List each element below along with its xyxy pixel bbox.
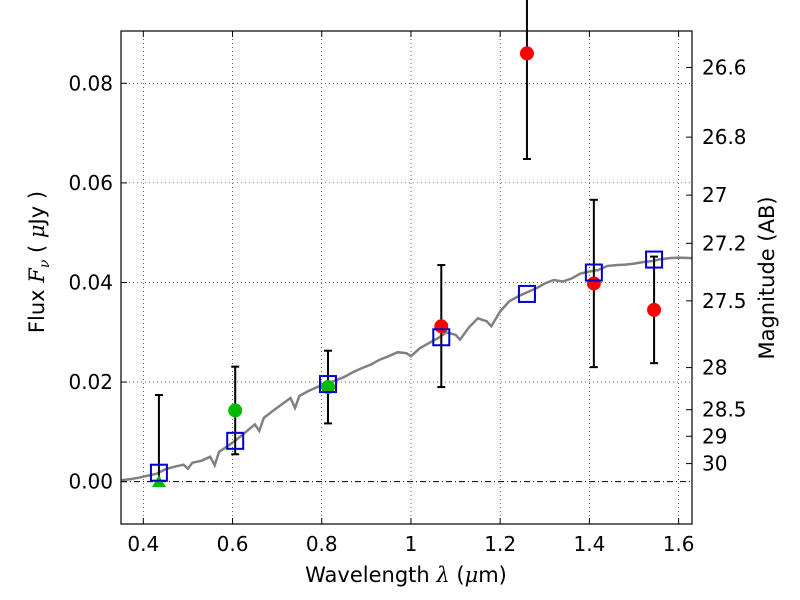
model-flux-square bbox=[432, 328, 451, 347]
magnitude-tick-label: 27 bbox=[702, 183, 727, 207]
plot-frame bbox=[120, 30, 693, 525]
model-flux-square bbox=[318, 375, 337, 394]
magnitude-axis-ticks: 26.6 26.8 27 27.2 27.5 28 28.529 30 bbox=[686, 55, 747, 476]
magnitude-tick-label: 26.6 bbox=[702, 55, 747, 79]
detection-point-green bbox=[320, 380, 335, 395]
y-axis-label-right: Magnitude (AB) bbox=[755, 196, 779, 359]
detection-point-red bbox=[647, 302, 662, 317]
x-tick-label: 1.6 bbox=[663, 532, 695, 556]
y-tick-label: 0.00 bbox=[68, 470, 113, 494]
y-tick-label: 0.04 bbox=[68, 270, 113, 294]
model-spectrum-line bbox=[120, 256, 693, 482]
x-axis-ticks: 0.4 0.6 0.8 1 1.2 1.4 1.6 bbox=[127, 31, 695, 556]
x-tick-label: 0.6 bbox=[217, 532, 249, 556]
y-tick-label: 0.02 bbox=[68, 370, 113, 394]
model-flux-square bbox=[584, 263, 603, 282]
magnitude-tick-label: 26.8 bbox=[702, 125, 747, 149]
detection-point-red bbox=[434, 319, 449, 334]
magnitude-tick-label: 27.2 bbox=[702, 231, 747, 255]
marker-layer bbox=[149, 46, 664, 488]
y-tick-label: 0.08 bbox=[68, 71, 113, 95]
x-tick-label: 1.2 bbox=[484, 532, 516, 556]
magnitude-tick-label: 28.5 bbox=[702, 398, 747, 422]
y-axis-label-left: Flux Fν ( μJy ) bbox=[25, 191, 53, 333]
x-axis-label: Wavelength λ (μm) bbox=[305, 563, 507, 587]
x-tick-label: 1 bbox=[405, 532, 418, 556]
detection-point-red bbox=[586, 276, 601, 291]
magnitude-tick-label: 28 bbox=[702, 356, 727, 380]
magnitude-tick-label: 30 bbox=[702, 452, 727, 476]
detection-point-red bbox=[519, 46, 534, 61]
model-flux-square bbox=[645, 250, 664, 269]
model-spectrum-layer bbox=[120, 256, 693, 482]
x-tick-label: 0.8 bbox=[306, 532, 338, 556]
y-tick-label: 0.06 bbox=[68, 171, 113, 195]
grid-lines bbox=[121, 31, 692, 524]
magnitude-tick-label: 27.5 bbox=[702, 289, 747, 313]
model-flux-square bbox=[149, 463, 168, 482]
model-flux-square bbox=[517, 284, 536, 303]
model-flux-square bbox=[226, 431, 245, 450]
magnitude-tick-label: 29 bbox=[702, 424, 727, 448]
x-tick-label: 1.4 bbox=[573, 532, 605, 556]
x-tick-label: 0.4 bbox=[127, 532, 159, 556]
y-axis-ticks: 0.00 0.02 0.04 0.06 0.08 bbox=[68, 71, 127, 494]
detection-point-green bbox=[228, 403, 243, 418]
